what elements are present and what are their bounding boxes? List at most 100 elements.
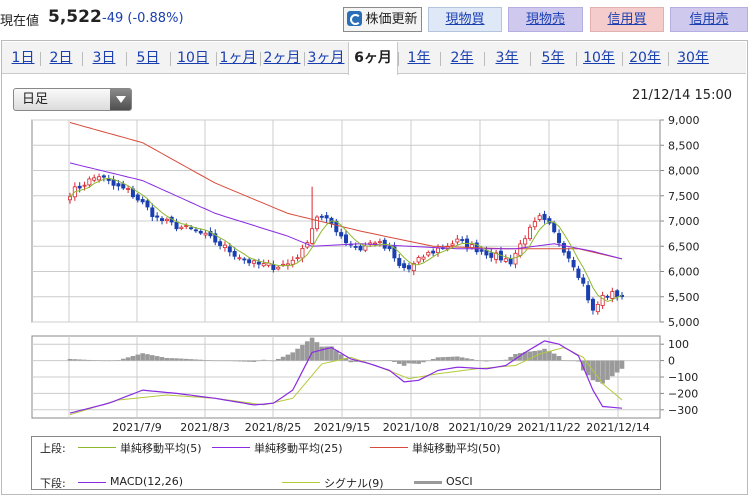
osci-bar bbox=[455, 356, 460, 361]
tab-2[interactable]: 2日 bbox=[49, 50, 73, 66]
osci-bar bbox=[271, 360, 276, 362]
candle-body bbox=[193, 229, 198, 232]
tab-11[interactable]: 2年 bbox=[450, 50, 474, 66]
tab-9[interactable]: 6ヶ月 bbox=[348, 42, 398, 75]
tab-15[interactable]: 20年 bbox=[629, 50, 661, 66]
candle-body bbox=[377, 241, 382, 244]
osci-bar bbox=[242, 360, 247, 362]
osci-bar bbox=[188, 359, 194, 361]
spot-buy-button[interactable]: 現物買 bbox=[428, 7, 502, 32]
legend-upper-label: 上段: bbox=[40, 442, 66, 455]
candle-body bbox=[319, 215, 324, 218]
osci-bar bbox=[217, 360, 223, 362]
candle-body bbox=[116, 183, 121, 187]
candle-body bbox=[135, 194, 140, 201]
macd-axis-label: 100 bbox=[668, 338, 689, 351]
candle-body bbox=[426, 251, 431, 256]
sma50-line bbox=[69, 122, 623, 260]
interval-select[interactable]: 日足 bbox=[13, 88, 132, 111]
candle-body bbox=[159, 218, 164, 221]
tab-16[interactable]: 30年 bbox=[677, 50, 709, 66]
candle-body bbox=[503, 258, 508, 262]
date-axis-label: 2021/7/9 bbox=[112, 421, 161, 434]
candle-body bbox=[290, 259, 295, 265]
osci-bar bbox=[367, 360, 373, 362]
osci-bar bbox=[91, 360, 97, 361]
osci-bar bbox=[474, 360, 480, 361]
legend-sma25: 単純移動平均(25) bbox=[254, 442, 343, 455]
osci-bar bbox=[183, 358, 189, 361]
refresh-price-button[interactable]: 株価更新 bbox=[343, 7, 422, 32]
osci-bar bbox=[280, 356, 286, 361]
candle-body bbox=[402, 263, 407, 268]
candle-body bbox=[232, 250, 237, 257]
candle-body bbox=[121, 183, 126, 189]
refresh-icon bbox=[347, 11, 363, 26]
osci-bar bbox=[406, 360, 412, 364]
osci-bar bbox=[82, 359, 87, 361]
period-tabs: 1日 2日 3日 5日 10日 1ヶ月 2ヶ月 3ヶ月 6ヶ月 1年 2年 3年 5年 10年 20年 30年 bbox=[2, 42, 746, 75]
legend-osci-swatch bbox=[414, 481, 442, 484]
sma5-line bbox=[69, 177, 623, 303]
osci-bar bbox=[67, 358, 73, 361]
osci-bar bbox=[435, 357, 441, 361]
osci-bar bbox=[542, 348, 547, 361]
candle-body bbox=[92, 177, 97, 181]
tab-6[interactable]: 1ヶ月 bbox=[219, 50, 257, 66]
candle-body bbox=[552, 222, 557, 233]
tab-1[interactable]: 1日 bbox=[11, 50, 35, 66]
tab-4[interactable]: 5日 bbox=[136, 50, 160, 66]
osci-bar bbox=[610, 360, 615, 377]
osci-bar bbox=[154, 356, 160, 361]
margin-buy-button[interactable]: 信用買 bbox=[590, 7, 664, 32]
osci-bar bbox=[551, 353, 557, 361]
spot-sell-button[interactable]: 現物売 bbox=[508, 7, 583, 32]
osci-bar bbox=[72, 359, 78, 361]
candle-body bbox=[68, 196, 73, 201]
osci-bar bbox=[576, 360, 581, 362]
osci-bar bbox=[513, 354, 518, 361]
tab-14[interactable]: 10年 bbox=[583, 50, 615, 66]
legend-sma50: 単純移動平均(50) bbox=[412, 442, 501, 455]
margin-sell-button[interactable]: 信用売 bbox=[670, 7, 748, 32]
candle-body bbox=[314, 216, 319, 230]
tab-8[interactable]: 3ヶ月 bbox=[307, 50, 345, 66]
osci-bar bbox=[290, 352, 296, 361]
osci-bar bbox=[493, 360, 499, 362]
osci-bar bbox=[484, 360, 489, 362]
price-axis-label: 5,500 bbox=[668, 291, 700, 304]
candle-body bbox=[615, 290, 620, 298]
tab-3[interactable]: 3日 bbox=[92, 50, 116, 66]
osci-bar bbox=[251, 360, 257, 362]
tab-10[interactable]: 1年 bbox=[407, 50, 431, 66]
osci-bar bbox=[101, 360, 107, 362]
tab-separator bbox=[216, 52, 217, 66]
candle-body bbox=[605, 295, 610, 298]
legend-lower-label: 下段: bbox=[40, 477, 66, 490]
osci-bar bbox=[256, 360, 262, 362]
candle-body bbox=[242, 258, 247, 261]
candle-body bbox=[537, 215, 542, 220]
osci-bar bbox=[208, 360, 213, 361]
osci-bar bbox=[571, 360, 576, 362]
osci-bar bbox=[212, 360, 218, 362]
osci-bar bbox=[232, 360, 237, 362]
candle-body bbox=[523, 238, 528, 245]
tab-12[interactable]: 3年 bbox=[495, 50, 519, 66]
candle-body bbox=[421, 256, 426, 260]
osci-bar bbox=[130, 355, 136, 361]
candle-body bbox=[479, 249, 484, 252]
osci-bar bbox=[421, 360, 426, 363]
osci-bar bbox=[547, 351, 552, 361]
candle-body bbox=[600, 295, 605, 306]
candle-body bbox=[489, 252, 494, 258]
tab-5[interactable]: 10日 bbox=[177, 50, 209, 66]
tab-13[interactable]: 5年 bbox=[541, 50, 565, 66]
current-price-value: 5,522 bbox=[48, 7, 102, 27]
tab-7[interactable]: 2ヶ月 bbox=[263, 50, 301, 66]
osci-bar bbox=[87, 359, 92, 361]
osci-bar bbox=[125, 357, 131, 361]
tab-separator bbox=[622, 52, 623, 66]
candle-body bbox=[237, 257, 242, 260]
candle-body bbox=[111, 179, 116, 186]
